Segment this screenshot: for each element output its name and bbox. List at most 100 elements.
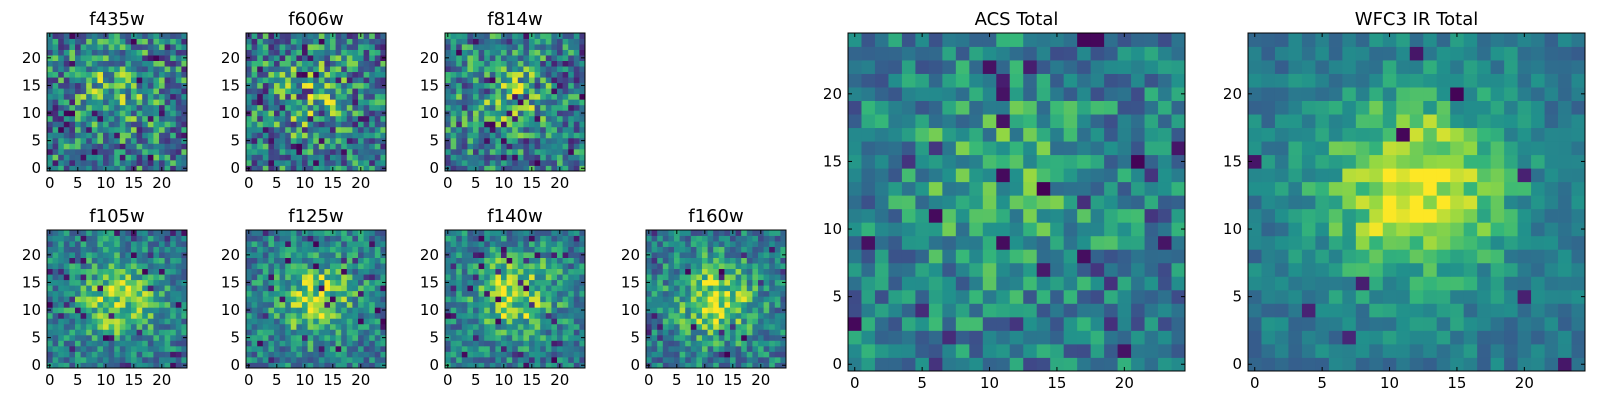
heatmap-cell bbox=[848, 154, 862, 169]
heatmap-cell bbox=[108, 312, 115, 319]
heatmap-cell bbox=[445, 71, 451, 78]
heatmap-cell bbox=[69, 252, 76, 258]
heatmap-cell bbox=[97, 252, 104, 258]
heatmap-cell bbox=[573, 312, 580, 319]
heatmap-cell bbox=[380, 312, 387, 319]
y-tick-label: 10 bbox=[22, 301, 41, 319]
heatmap-cell bbox=[512, 356, 519, 363]
heatmap-cell bbox=[307, 312, 314, 319]
heatmap-cell bbox=[1036, 330, 1051, 345]
heatmap-cell bbox=[257, 246, 264, 253]
heatmap-cell bbox=[1104, 222, 1118, 237]
heatmap-cell bbox=[159, 241, 165, 247]
heatmap-cell bbox=[147, 154, 154, 161]
heatmap-cell bbox=[75, 285, 81, 292]
heatmap-cell bbox=[274, 110, 280, 117]
heatmap-cell bbox=[557, 235, 563, 242]
heatmap-cell bbox=[75, 71, 81, 78]
heatmap-cell bbox=[534, 82, 541, 89]
heatmap-cell bbox=[696, 235, 703, 242]
heatmap-cell bbox=[285, 235, 292, 242]
heatmap-cell bbox=[746, 235, 753, 242]
heatmap-cell bbox=[551, 93, 558, 100]
heatmap-cell bbox=[685, 279, 692, 286]
heatmap-cell bbox=[108, 246, 115, 253]
heatmap-cell bbox=[478, 329, 485, 336]
heatmap-cell bbox=[97, 55, 104, 61]
heatmap-cell bbox=[996, 316, 1011, 331]
heatmap-cell bbox=[501, 334, 507, 341]
heatmap-cell bbox=[307, 318, 314, 325]
heatmap-cell bbox=[142, 230, 149, 236]
heatmap-cell bbox=[268, 362, 275, 369]
heatmap-cell bbox=[450, 318, 457, 325]
heatmap-cell bbox=[551, 235, 558, 242]
heatmap-cell bbox=[108, 274, 115, 281]
heatmap-cell bbox=[1131, 303, 1145, 318]
heatmap-cell bbox=[450, 268, 457, 275]
heatmap-cell bbox=[501, 290, 507, 297]
heatmap-cell bbox=[119, 318, 126, 325]
heatmap-cell bbox=[730, 318, 736, 325]
heatmap-cell bbox=[707, 334, 714, 341]
heatmap-cell bbox=[313, 55, 320, 61]
heatmap-cell bbox=[780, 230, 787, 236]
heatmap-cell bbox=[91, 329, 98, 336]
heatmap-cell bbox=[97, 323, 104, 330]
heatmap-cell bbox=[274, 285, 280, 292]
heatmap-cell bbox=[274, 296, 280, 303]
heatmap-cell bbox=[769, 268, 776, 275]
heatmap-cell bbox=[374, 307, 381, 314]
heatmap-cell bbox=[251, 318, 258, 325]
heatmap-cell bbox=[915, 195, 930, 210]
heatmap-cell bbox=[573, 115, 580, 122]
heatmap-cell bbox=[335, 132, 342, 139]
heatmap-cell bbox=[274, 323, 280, 330]
heatmap-cell bbox=[80, 257, 87, 264]
heatmap-cell bbox=[363, 235, 370, 242]
heatmap-cell bbox=[257, 93, 264, 100]
heatmap-cell bbox=[159, 279, 165, 286]
heatmap-cell bbox=[517, 82, 524, 89]
heatmap-cell bbox=[164, 301, 171, 308]
heatmap-cell bbox=[445, 148, 451, 155]
heatmap-cell bbox=[335, 71, 342, 78]
heatmap-cell bbox=[257, 356, 264, 363]
heatmap-cell bbox=[279, 334, 286, 341]
heatmap-cell bbox=[512, 132, 519, 139]
heatmap-cell bbox=[257, 132, 264, 139]
heatmap-cell bbox=[467, 246, 474, 253]
heatmap-cell bbox=[763, 340, 770, 347]
heatmap-cell bbox=[461, 241, 468, 247]
heatmap-cell bbox=[685, 345, 692, 352]
heatmap-cell bbox=[529, 126, 535, 133]
y-tick-label: 20 bbox=[22, 49, 41, 67]
heatmap-cell bbox=[86, 66, 93, 73]
heatmap-cell bbox=[551, 99, 558, 106]
heatmap-cell bbox=[534, 296, 541, 303]
heatmap-cell bbox=[119, 323, 126, 330]
heatmap-cell bbox=[562, 323, 569, 330]
heatmap-cell bbox=[58, 110, 65, 117]
heatmap-cell bbox=[147, 71, 154, 78]
heatmap-cell bbox=[374, 274, 381, 281]
heatmap-cell bbox=[279, 296, 286, 303]
heatmap-cell bbox=[251, 230, 258, 236]
heatmap-cell bbox=[730, 301, 736, 308]
heatmap-cell bbox=[562, 38, 569, 45]
heatmap-cell bbox=[679, 263, 686, 270]
heatmap-cell bbox=[69, 82, 76, 89]
heatmap-cell bbox=[568, 312, 575, 319]
heatmap-cell bbox=[517, 44, 524, 50]
heatmap-cell bbox=[142, 356, 149, 363]
heatmap-cell bbox=[540, 126, 547, 133]
heatmap-cell bbox=[136, 257, 143, 264]
heatmap-cell bbox=[646, 301, 652, 308]
heatmap-cell bbox=[489, 93, 496, 100]
heatmap-cell bbox=[450, 132, 457, 139]
heatmap-cell bbox=[1131, 235, 1145, 250]
heatmap-cell bbox=[724, 257, 731, 264]
heatmap-cell bbox=[86, 285, 93, 292]
heatmap-cell bbox=[97, 340, 104, 347]
heatmap-cell bbox=[746, 274, 753, 281]
